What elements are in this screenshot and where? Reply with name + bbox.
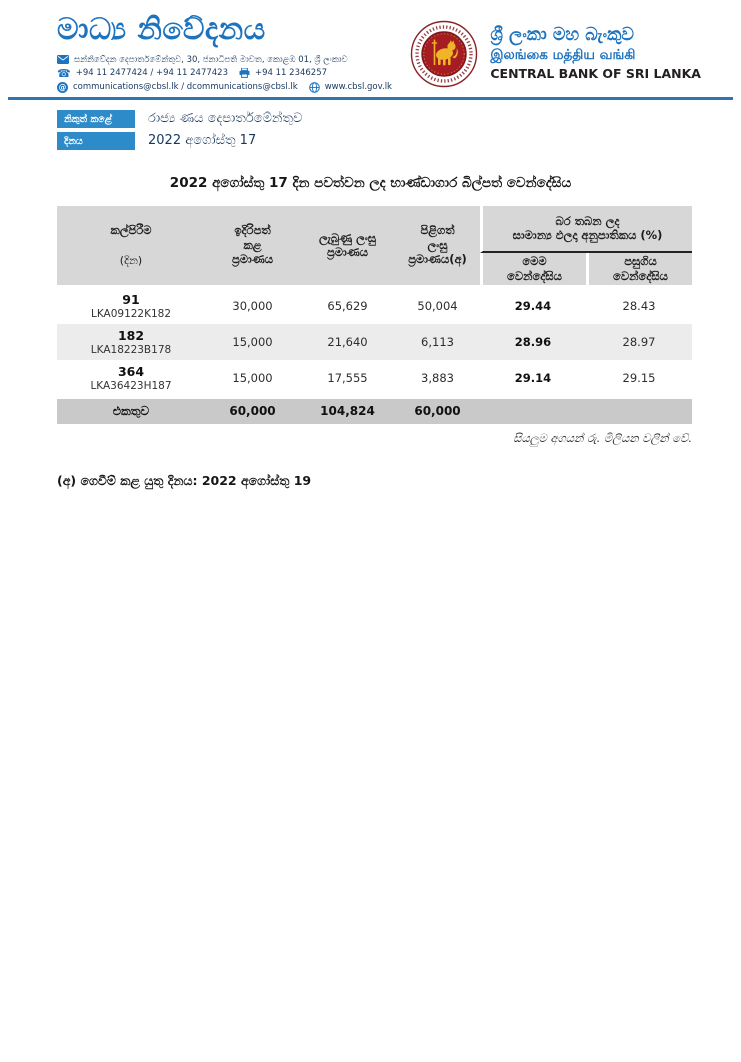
wayr-prev-auction: 28.97: [586, 323, 692, 360]
contact-website: www.cbsl.gov.lk: [324, 82, 392, 92]
header-wayr: බර තබන ලද සාමාන්‍ය ඵලදා අනුපාතිකය (%): [480, 205, 692, 253]
contact-fax: +94 11 2346257: [255, 68, 328, 78]
issued-by-label: නිකුත් කළේ: [57, 109, 135, 128]
offered-amount: 30,000: [205, 287, 300, 324]
header-row-sub: මෙම වෙන්දේසිය පසුගිය වෙන්දේසිය: [57, 252, 692, 288]
maturity-cell: 182 LKA18223B178: [57, 323, 205, 360]
maturity-days: 182: [117, 327, 145, 343]
received-amount: 21,640: [300, 323, 395, 360]
accepted-amount: 6,113: [395, 323, 480, 360]
date-row: දිනය 2022 අගෝස්තු 17: [57, 131, 741, 150]
maturity-cell: 364 LKA36423H187: [57, 359, 205, 396]
wayr-prev-auction: 28.43: [586, 287, 692, 324]
meta-block: නිකුත් කළේ රාජ්‍ය ණය දෙපාර්තමේන්තුව දිනය…: [57, 109, 741, 150]
masthead-left: මාධ්‍ය නිවේදනය සන්නිවේදන දෙපාර්තමේන්තුව,…: [57, 14, 392, 93]
contact-address-row: සන්නිවේදන දෙපාර්තමේන්තුව, 30, ජනාධිපති ම…: [57, 55, 392, 65]
total-received: 104,824: [300, 395, 395, 424]
wayr-prev-auction: 29.15: [586, 359, 692, 396]
maturity-cell: 91 LKA09122K182: [57, 287, 205, 324]
received-amount: 65,629: [300, 287, 395, 324]
total-wayr-this: [480, 395, 586, 424]
table-row-total: එකතුව 60,000 104,824 60,000: [57, 395, 692, 424]
total-label: එකතුව: [57, 395, 205, 424]
accepted-amount: 3,883: [395, 359, 480, 396]
bank-name-sinhala: ශ්‍රී ලංකා මහ බැංකුව: [490, 25, 634, 46]
header-row-main: කල්පිරීම (දින) ඉදිරිපත් කළ ප්‍රමාණය ලැබු…: [57, 205, 692, 288]
offered-amount: 15,000: [205, 359, 300, 396]
bank-name-block: ශ්‍රී ලංකා මහ බැංකුව இலங்கை மத்திய வங்கி…: [490, 25, 701, 83]
header-maturity-label: කල්පිරීම: [110, 222, 152, 237]
contact-phone-row: ☎ +94 11 2477424 / +94 11 2477423 +94 11…: [57, 68, 392, 79]
bank-name-tamil: இலங்கை மத்திய வங்கி: [490, 47, 636, 64]
auction-results-table: කල්පිරීම (දින) ඉදිරිපත් කළ ප්‍රමාණය ලැබු…: [57, 205, 692, 424]
issued-by-row: නිකුත් කළේ රාජ්‍ය ණය දෙපාර්තමේන්තුව: [57, 109, 741, 128]
header-received: ලැබුණු ලංසු ප්‍රමාණය: [300, 205, 395, 288]
masthead-right: ශ්‍රී ලංකා මහ බැංකුව இலங்கை மத்திய வங்கி…: [410, 14, 701, 93]
total-accepted: 60,000: [395, 395, 480, 424]
total-offered: 60,000: [205, 395, 300, 424]
isin-code: LKA09122K182: [90, 307, 172, 320]
table-row-182day: 182 LKA18223B178 15,000 21,640 6,113 28.…: [57, 323, 692, 360]
header-maturity-unit: (දින): [119, 253, 143, 267]
table-row-364day: 364 LKA36423H187 15,000 17,555 3,883 29.…: [57, 359, 692, 396]
bank-name-english: CENTRAL BANK OF SRI LANKA: [490, 65, 701, 81]
wayr-this-auction: 29.14: [480, 359, 586, 396]
header-offered: ඉදිරිපත් කළ ප්‍රමාණය: [205, 205, 300, 288]
contact-web-segment: www.cbsl.gov.lk: [308, 81, 392, 93]
date-value: 2022 අගෝස්තු 17: [148, 133, 257, 148]
wayr-this-auction: 28.96: [480, 323, 586, 360]
date-label: දිනය: [57, 131, 135, 150]
header-wayr-this: මෙම වෙන්දේසිය: [480, 252, 586, 288]
total-wayr-prev: [586, 395, 692, 424]
printer-icon: [239, 68, 250, 78]
settlement-date-footnote: (අ) ගෙවීම් කළ යුතු දිනය: 2022 අගෝස්තු 19: [57, 472, 312, 488]
issued-by-value: රාජ්‍ය ණය දෙපාර්තමේන්තුව: [148, 111, 303, 126]
cbsl-seal-logo: [410, 20, 478, 88]
envelope-icon: [57, 55, 69, 64]
press-release-title: මාධ්‍ය නිවේදනය: [57, 12, 266, 47]
contact-phones: +94 11 2477424 / +94 11 2477423: [75, 68, 228, 78]
phone-icon: ☎: [57, 66, 71, 80]
maturity-days: 91: [122, 291, 140, 307]
accepted-amount: 50,004: [395, 287, 480, 324]
contact-fax-segment: +94 11 2346257: [239, 68, 327, 78]
values-in-millions-note: සියලුම අගයන් රු. මිලියන වලින් වේ.: [513, 430, 692, 445]
header-maturity: කල්පිරීම (දින): [57, 205, 205, 288]
contact-emails: communications@cbsl.lk / dcommunications…: [73, 82, 298, 92]
contact-email-row: @ communications@cbsl.lk / dcommunicatio…: [57, 81, 392, 93]
masthead: මාධ්‍ය නිවේදනය සන්නිවේදන දෙපාර්තමේන්තුව,…: [0, 0, 741, 93]
header-divider: [8, 96, 733, 100]
contact-block: සන්නිවේදන දෙපාර්තමේන්තුව, 30, ජනාධිපති ම…: [57, 55, 392, 93]
header-accepted: පිළිගත් ලංසු ප්‍රමාණය(අ): [395, 205, 480, 288]
isin-code: LKA18223B178: [90, 343, 172, 356]
table-row-91day: 91 LKA09122K182 30,000 65,629 50,004 29.…: [57, 287, 692, 324]
isin-code: LKA36423H187: [90, 379, 172, 392]
at-icon: @: [57, 81, 68, 93]
header-wayr-prev: පසුගිය වෙන්දේසිය: [586, 252, 692, 288]
offered-amount: 15,000: [205, 323, 300, 360]
received-amount: 17,555: [300, 359, 395, 396]
wayr-this-auction: 29.44: [480, 287, 586, 324]
contact-address: සන්නිවේදන දෙපාර්තමේන්තුව, 30, ජනාධිපති ම…: [74, 54, 348, 65]
maturity-days: 364: [117, 363, 145, 379]
globe-icon: [308, 81, 320, 93]
document-title: 2022 අගෝස්තු 17 දින පවත්වන ලද භාණ්ඩාගාර …: [169, 174, 572, 191]
